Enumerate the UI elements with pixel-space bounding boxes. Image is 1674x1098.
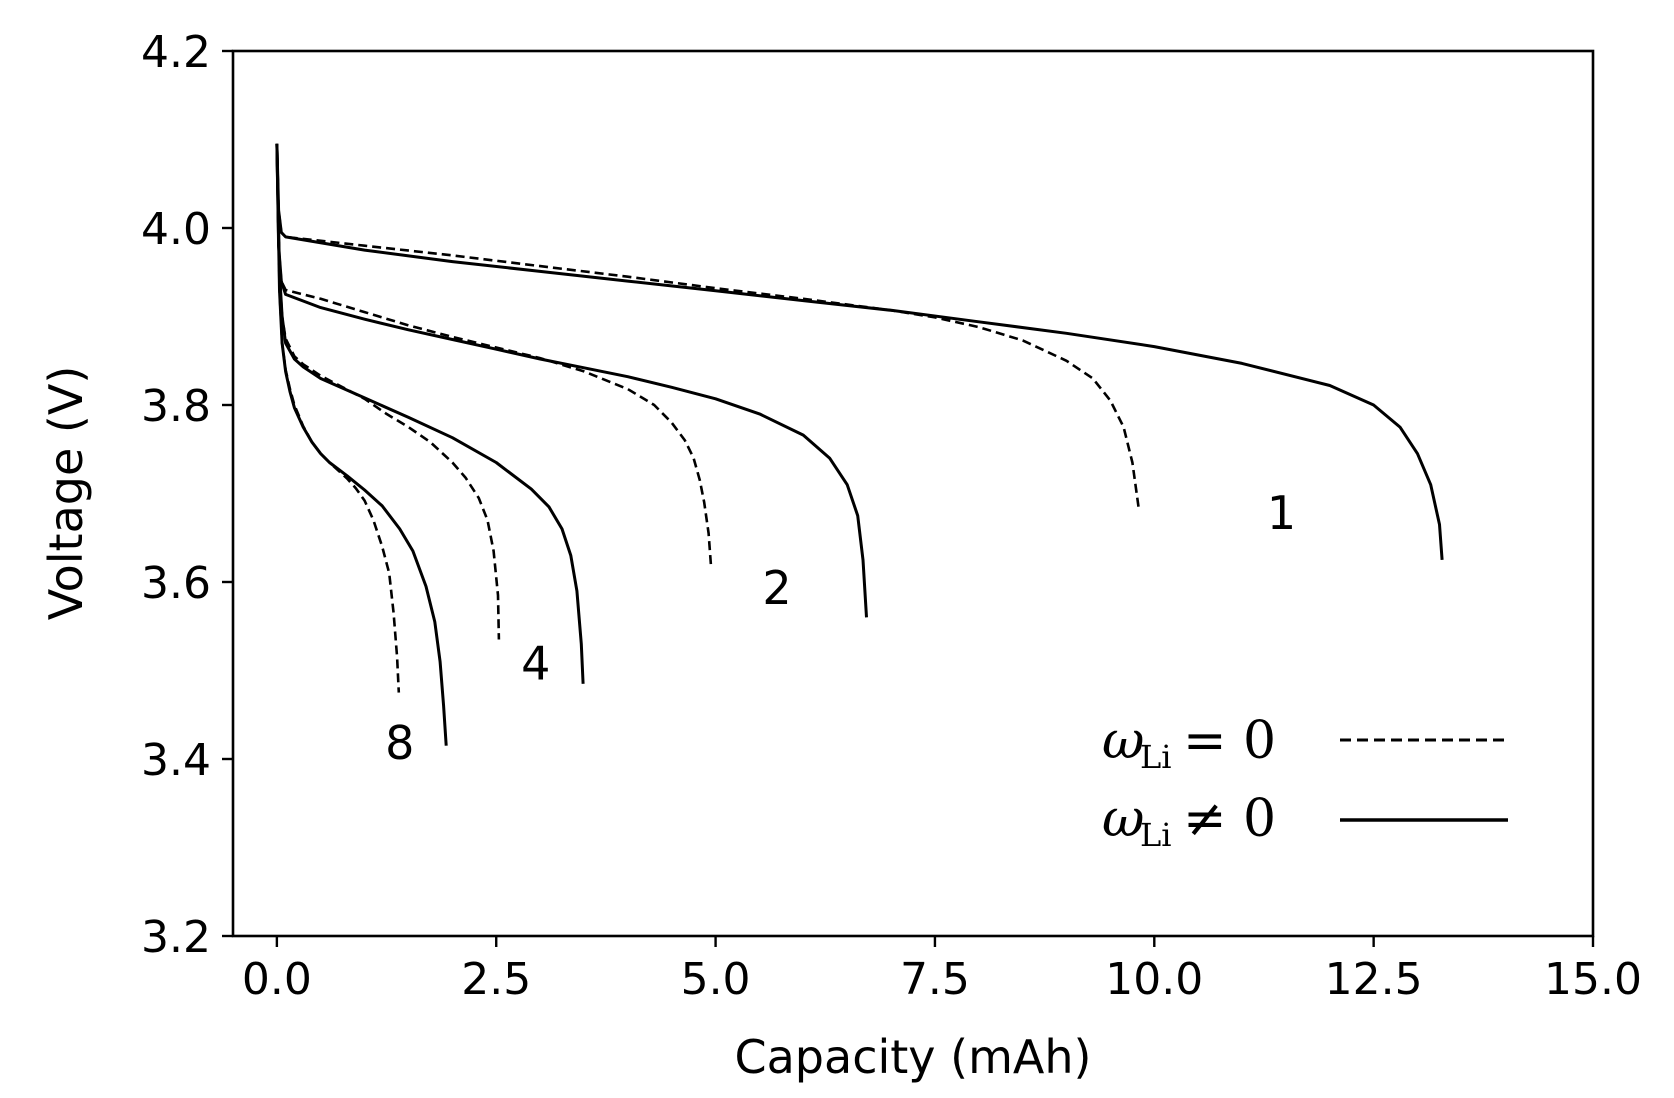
series-line-5-solid [275,143,585,684]
x-tick-label: 10.0 [1105,954,1203,1005]
curve-label-4: 4 [521,636,550,690]
y-tick-label: 3.8 [141,381,211,432]
legend-entry-solid: ω Li ≠ 0 [1102,789,1508,854]
legend-value: 0 [1243,711,1276,771]
legend-omega-symbol: ω [1102,711,1144,771]
y-tick-label: 3.6 [141,558,211,609]
plot-frame [231,49,1595,938]
series-line-7-solid [275,143,448,746]
x-tick-label: 0.0 [242,954,312,1005]
curves-layer [275,143,1444,746]
curve-labels: 1 2 4 8 [385,486,1296,770]
y-tick-label: 4.0 [141,204,211,255]
y-tick-label: 3.4 [141,735,211,786]
series-line-2-dashed [275,143,713,569]
curve-label-2: 2 [762,561,791,615]
series-line-3-solid [275,143,868,618]
curve-label-8: 8 [385,716,414,770]
series-line-4-dashed [275,143,501,640]
legend-entry-dashed: ω Li = 0 [1102,711,1508,776]
legend-omega-symbol: ω [1102,789,1144,849]
y-tick-label: 3.2 [141,912,211,963]
x-tick-label: 5.0 [681,954,751,1005]
x-axis-title: Capacity (mAh) [735,1030,1092,1084]
legend-relation: = [1183,711,1227,771]
curve-label-1: 1 [1267,486,1296,540]
y-tick-label: 4.2 [141,27,211,78]
x-tick-label: 12.5 [1325,954,1423,1005]
x-tick-label: 15.0 [1544,954,1642,1005]
legend-subscript: Li [1140,738,1171,776]
x-tick-label: 2.5 [461,954,531,1005]
series-line-1-solid [275,143,1444,561]
legend-subscript: Li [1140,816,1171,854]
series-line-6-dashed [275,143,401,693]
y-axis-ticks: 3.2 3.4 3.6 3.8 4.0 4.2 [141,27,233,963]
y-axis-title: Voltage (V) [39,366,93,621]
x-tick-label: 7.5 [900,954,970,1005]
legend: ω Li = 0 ω Li ≠ 0 [1102,711,1508,854]
legend-value: 0 [1243,789,1276,849]
legend-relation: ≠ [1183,789,1227,849]
x-axis-ticks: 0.0 2.5 5.0 7.5 10.0 12.5 15.0 [242,936,1642,1005]
